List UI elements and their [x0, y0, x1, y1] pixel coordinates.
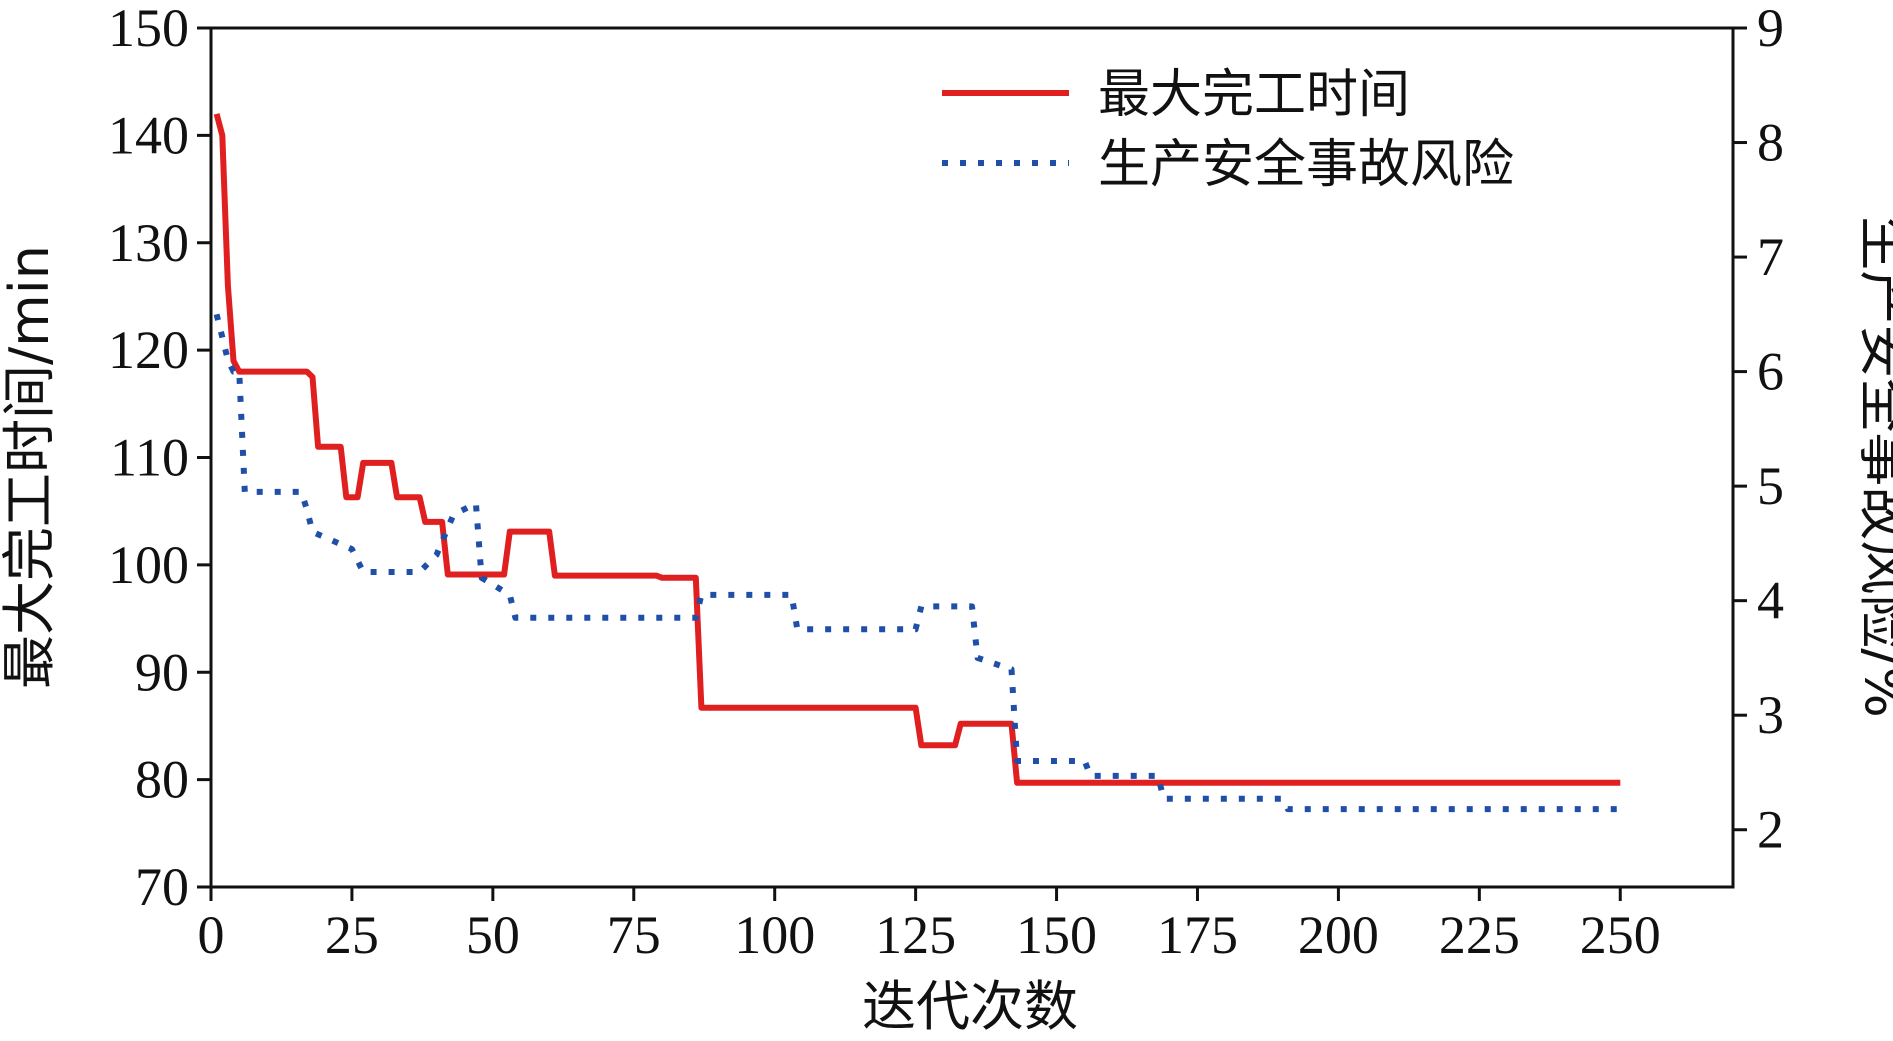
y-axis-right-title: 生产安全事故风险/% [1853, 216, 1893, 718]
legend: 最大完工时间 生产安全事故风险 [942, 65, 1514, 195]
y-left-tick-label: 140 [108, 105, 189, 165]
y-right-tick-label: 7 [1757, 227, 1784, 287]
x-tick-label: 25 [325, 905, 379, 965]
y-right-tick-label: 2 [1757, 800, 1784, 860]
axis-ticks [197, 26, 1747, 901]
x-tick-label: 225 [1439, 905, 1520, 965]
x-tick-label: 125 [875, 905, 956, 965]
y-right-tick-label: 5 [1757, 456, 1784, 516]
y-left-tick-label: 110 [110, 428, 189, 488]
tick-labels: 0 25 50 75 100 125 150 175 200 225 250708090100110… [108, 0, 1784, 965]
y-left-tick-label: 100 [108, 535, 189, 595]
y-left-tick-label: 80 [135, 750, 189, 810]
y-left-tick-label: 70 [135, 857, 189, 917]
y-right-tick-label: 8 [1757, 113, 1784, 173]
series-line-safety-risk [213, 313, 1621, 813]
legend-label-completion-time: 最大完工时间 [1098, 65, 1410, 125]
x-tick-label: 250 [1580, 905, 1661, 965]
series-layer [213, 113, 1621, 813]
y-left-tick-label: 90 [135, 642, 189, 702]
x-axis-title: 迭代次数 [862, 975, 1078, 1038]
y-right-tick-label: 6 [1757, 342, 1784, 402]
legend-label-safety-risk: 生产安全事故风险 [1098, 135, 1514, 195]
y-left-tick-label: 120 [108, 320, 189, 380]
y-right-tick-label: 4 [1757, 571, 1784, 631]
x-tick-label: 200 [1298, 905, 1379, 965]
x-tick-label: 50 [466, 905, 520, 965]
x-tick-label: 100 [734, 905, 815, 965]
y-right-tick-label: 9 [1757, 0, 1784, 58]
x-tick-label: 75 [607, 905, 661, 965]
y-axis-left-title: 最大完工时间/min [0, 245, 61, 689]
y-left-tick-label: 130 [108, 213, 189, 273]
y-right-tick-label: 3 [1757, 685, 1784, 745]
x-tick-label: 0 [198, 905, 225, 965]
x-tick-label: 150 [1016, 905, 1097, 965]
series-line-completion-time [213, 113, 1621, 786]
x-tick-label: 175 [1157, 905, 1238, 965]
y-left-tick-label: 150 [108, 0, 189, 58]
